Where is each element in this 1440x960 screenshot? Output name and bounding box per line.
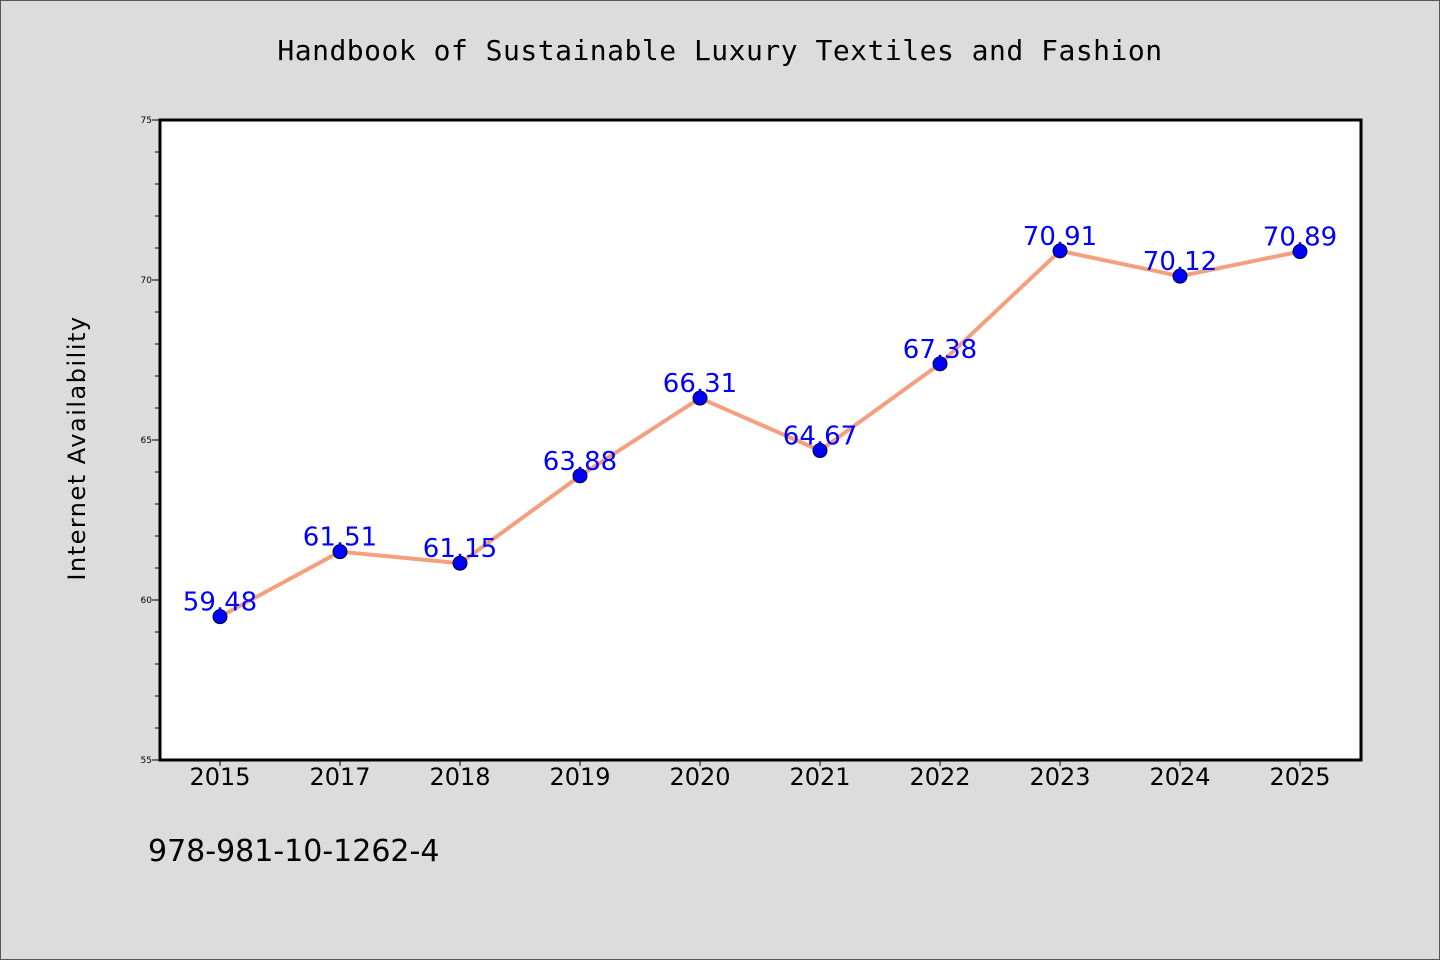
y-tick-label: 70 <box>141 276 153 286</box>
data-label: 61.51 <box>303 523 377 553</box>
x-tick-label: 2025 <box>1269 763 1330 791</box>
x-tick-label: 2019 <box>549 763 610 791</box>
y-tick-label: 55 <box>141 756 152 766</box>
data-label: 63.88 <box>543 447 617 477</box>
plot-border <box>158 118 1363 762</box>
data-label: 70.91 <box>1023 222 1097 252</box>
data-point <box>812 443 828 459</box>
x-tick-label: 2021 <box>789 763 850 791</box>
data-labels: 59.48 61.51 61.15 63.88 66.31 64.67 67.38 70.91… <box>183 222 1337 618</box>
y-axis: 55 60 65 70 75 <box>141 116 160 766</box>
data-point <box>1292 244 1308 260</box>
data-point <box>932 356 948 372</box>
x-tick-label: 2022 <box>909 763 970 791</box>
x-tick-label: 2023 <box>1029 763 1090 791</box>
x-tick-label: 2015 <box>189 763 250 791</box>
series-line <box>219 248 1301 619</box>
x-axis: 2015 2017 2018 2019 2020 2021 2022 2023 2024 2025 <box>189 760 1331 791</box>
y-tick-label: 60 <box>141 596 153 606</box>
data-label: 70.12 <box>1143 247 1217 277</box>
y-tick-label: 65 <box>141 436 152 446</box>
x-tick-label: 2020 <box>669 763 730 791</box>
data-label: 59.48 <box>183 588 257 618</box>
y-tick-label: 75 <box>141 116 152 126</box>
data-point <box>692 390 708 406</box>
series-markers <box>212 243 1308 625</box>
data-label: 66.31 <box>663 369 737 399</box>
data-label: 67.38 <box>903 335 977 365</box>
x-tick-label: 2017 <box>309 763 370 791</box>
data-point <box>452 555 468 571</box>
y-axis-label: Internet Availability <box>63 315 91 580</box>
x-tick-label: 2024 <box>1149 763 1210 791</box>
data-point <box>212 609 228 625</box>
isbn-text: 978-981-10-1262-4 <box>148 834 440 869</box>
data-label: 64.67 <box>783 422 857 452</box>
data-point <box>1172 268 1188 284</box>
plot-area <box>160 120 1361 760</box>
data-label: 70.89 <box>1263 223 1337 253</box>
data-point <box>1052 243 1068 259</box>
data-point <box>332 544 348 560</box>
data-point <box>572 468 588 484</box>
chart-title: Handbook of Sustainable Luxury Textiles … <box>277 34 1163 67</box>
x-tick-label: 2018 <box>429 763 490 791</box>
data-label: 61.15 <box>423 534 497 564</box>
